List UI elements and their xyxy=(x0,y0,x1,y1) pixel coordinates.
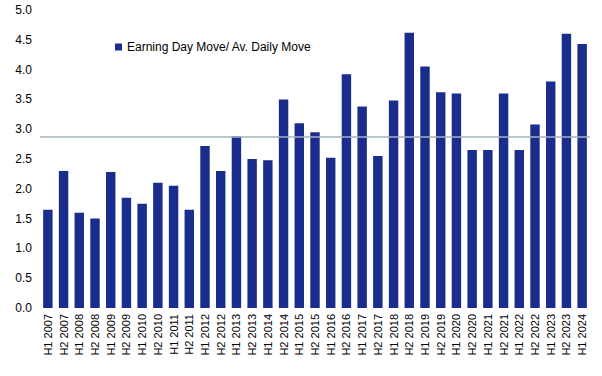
svg-text:0.5: 0.5 xyxy=(15,271,32,285)
svg-text:H2 2014: H2 2014 xyxy=(278,314,290,356)
svg-text:H2 2011: H2 2011 xyxy=(183,314,195,355)
svg-text:2.5: 2.5 xyxy=(15,152,32,166)
svg-text:H1 2022: H1 2022 xyxy=(513,314,525,356)
svg-text:3.5: 3.5 xyxy=(15,92,32,106)
svg-text:H1 2008: H1 2008 xyxy=(73,314,85,356)
svg-text:H2 2012: H2 2012 xyxy=(215,314,227,356)
svg-text:5.0: 5.0 xyxy=(15,3,32,17)
svg-text:H1 2009: H1 2009 xyxy=(105,314,117,356)
svg-text:H2 2021: H2 2021 xyxy=(498,314,510,356)
svg-text:3.0: 3.0 xyxy=(15,122,32,136)
svg-text:H2 2007: H2 2007 xyxy=(58,314,70,356)
svg-text:2.0: 2.0 xyxy=(15,182,32,196)
svg-text:H1 2012: H1 2012 xyxy=(199,314,211,356)
svg-text:H2 2017: H2 2017 xyxy=(372,314,384,356)
svg-text:H2 2022: H2 2022 xyxy=(529,314,541,356)
svg-text:H1 2021: H1 2021 xyxy=(482,314,494,356)
svg-text:H1 2023: H1 2023 xyxy=(545,314,557,356)
svg-text:H1 2011: H1 2011 xyxy=(168,314,180,355)
svg-text:H2 2016: H2 2016 xyxy=(340,314,352,356)
svg-text:H1 2010: H1 2010 xyxy=(136,314,148,356)
svg-text:H2 2010: H2 2010 xyxy=(152,314,164,356)
svg-text:1.0: 1.0 xyxy=(15,241,32,255)
svg-text:H2 2018: H2 2018 xyxy=(403,314,415,356)
svg-text:H1 2007: H1 2007 xyxy=(42,314,54,356)
svg-text:H1 2017: H1 2017 xyxy=(356,314,368,356)
svg-text:Earning Day Move/ Av. Daily Mo: Earning Day Move/ Av. Daily Move xyxy=(127,40,311,54)
svg-text:H2 2020: H2 2020 xyxy=(466,314,478,356)
svg-text:H2 2023: H2 2023 xyxy=(560,314,572,356)
svg-text:H2 2019: H2 2019 xyxy=(435,314,447,356)
svg-text:4.0: 4.0 xyxy=(15,63,32,77)
svg-text:H2 2015: H2 2015 xyxy=(309,314,321,356)
svg-text:H1 2013: H1 2013 xyxy=(230,314,242,356)
svg-text:H1 2014: H1 2014 xyxy=(262,314,274,356)
svg-text:H2 2013: H2 2013 xyxy=(246,314,258,356)
svg-text:H1 2024: H1 2024 xyxy=(576,314,588,356)
svg-text:H1 2019: H1 2019 xyxy=(419,314,431,356)
svg-text:0.0: 0.0 xyxy=(15,301,32,315)
svg-text:H2 2008: H2 2008 xyxy=(89,314,101,356)
svg-text:H1 2015: H1 2015 xyxy=(293,314,305,356)
svg-text:H2 2009: H2 2009 xyxy=(120,314,132,356)
svg-text:H1 2020: H1 2020 xyxy=(450,314,462,356)
svg-text:H1 2016: H1 2016 xyxy=(325,314,337,356)
svg-text:1.5: 1.5 xyxy=(15,212,32,226)
svg-text:H1 2018: H1 2018 xyxy=(388,314,400,356)
svg-text:4.5: 4.5 xyxy=(15,33,32,47)
